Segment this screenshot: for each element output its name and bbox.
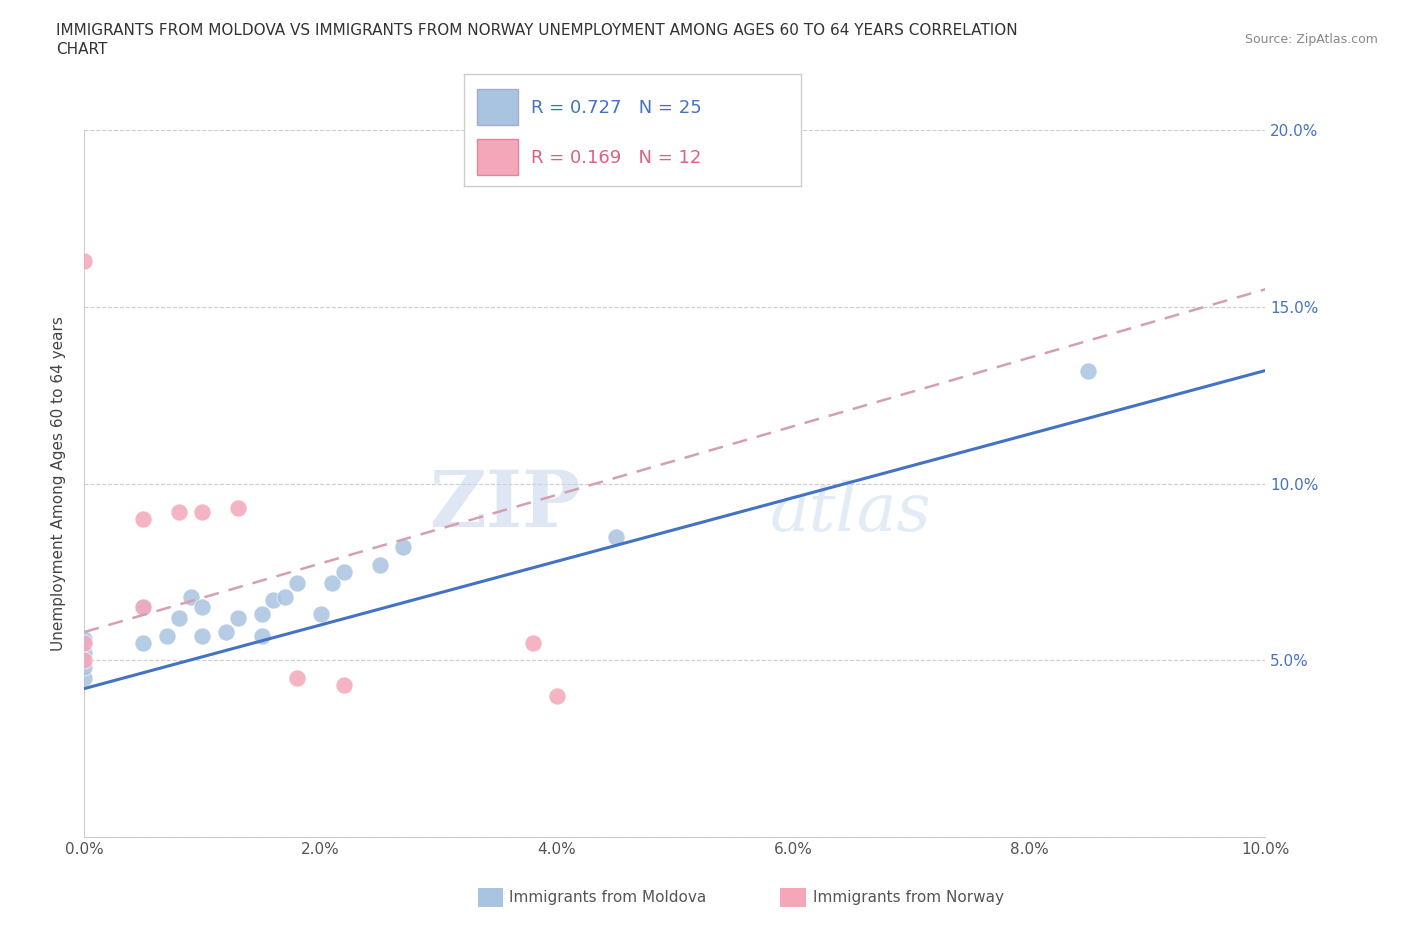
Point — [262, 592, 284, 607]
Point — [132, 600, 155, 615]
Point — [73, 254, 96, 269]
Point — [333, 678, 356, 693]
Point — [73, 660, 96, 675]
Point — [226, 501, 249, 516]
Point — [333, 565, 356, 579]
Point — [73, 631, 96, 646]
Text: Source: ZipAtlas.com: Source: ZipAtlas.com — [1244, 33, 1378, 46]
Point — [285, 671, 308, 685]
Point — [250, 607, 273, 622]
Point — [605, 529, 627, 544]
Point — [73, 635, 96, 650]
Point — [1077, 363, 1099, 378]
FancyBboxPatch shape — [478, 140, 517, 175]
Point — [392, 539, 415, 554]
Text: ZIP: ZIP — [429, 467, 581, 543]
Point — [73, 653, 96, 668]
Text: IMMIGRANTS FROM MOLDOVA VS IMMIGRANTS FROM NORWAY UNEMPLOYMENT AMONG AGES 60 TO : IMMIGRANTS FROM MOLDOVA VS IMMIGRANTS FR… — [56, 23, 1018, 38]
Point — [522, 635, 544, 650]
Point — [132, 635, 155, 650]
Text: CHART: CHART — [56, 42, 108, 57]
Point — [73, 671, 96, 685]
Point — [191, 600, 214, 615]
FancyBboxPatch shape — [478, 89, 517, 125]
Point — [73, 645, 96, 660]
Point — [309, 607, 332, 622]
Point — [321, 575, 343, 590]
Point — [274, 590, 297, 604]
Point — [156, 628, 179, 643]
Text: Immigrants from Moldova: Immigrants from Moldova — [509, 890, 706, 905]
Point — [226, 610, 249, 625]
Point — [132, 512, 155, 526]
Point — [132, 600, 155, 615]
Y-axis label: Unemployment Among Ages 60 to 64 years: Unemployment Among Ages 60 to 64 years — [51, 316, 66, 651]
Text: R = 0.169   N = 12: R = 0.169 N = 12 — [531, 149, 702, 167]
Point — [167, 504, 190, 519]
Text: atlas: atlas — [769, 479, 931, 544]
Point — [250, 628, 273, 643]
Point — [546, 688, 568, 703]
Point — [191, 504, 214, 519]
Point — [285, 575, 308, 590]
Point — [215, 625, 238, 640]
Point — [191, 628, 214, 643]
Text: Immigrants from Norway: Immigrants from Norway — [813, 890, 1004, 905]
Point — [180, 590, 202, 604]
Point — [368, 557, 391, 572]
Text: R = 0.727   N = 25: R = 0.727 N = 25 — [531, 99, 702, 117]
Point — [167, 610, 190, 625]
